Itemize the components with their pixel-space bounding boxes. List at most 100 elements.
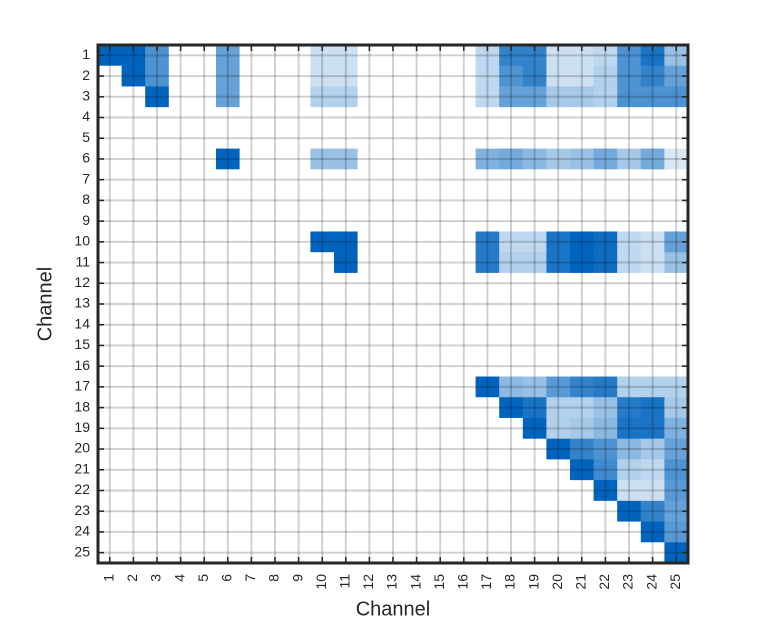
heat-cell bbox=[98, 521, 123, 543]
heat-cell bbox=[98, 542, 123, 564]
heat-cell bbox=[381, 417, 406, 440]
heat-cell bbox=[404, 500, 429, 523]
y-tick-label: 14 bbox=[74, 315, 90, 331]
heat-cell bbox=[593, 459, 618, 481]
heat-cell bbox=[499, 314, 524, 336]
heat-cell bbox=[310, 293, 335, 315]
heat-cell bbox=[192, 252, 217, 274]
x-axis-title: Channel bbox=[356, 598, 431, 620]
heat-cell bbox=[570, 355, 595, 378]
y-tick-label: 21 bbox=[74, 460, 90, 476]
heat-cell bbox=[381, 335, 406, 357]
heat-cell bbox=[617, 65, 642, 87]
heat-cell bbox=[310, 107, 335, 129]
heat-cell bbox=[310, 459, 335, 481]
heat-cell bbox=[522, 521, 547, 543]
heat-cell bbox=[286, 417, 311, 440]
heat-cell bbox=[334, 127, 359, 150]
heat-cell bbox=[357, 314, 382, 336]
heat-cell bbox=[404, 335, 429, 357]
heat-cell bbox=[664, 272, 689, 295]
heat-cell bbox=[310, 500, 335, 523]
heat-cell bbox=[98, 169, 123, 191]
heat-cell bbox=[570, 65, 595, 87]
heat-cell bbox=[310, 376, 335, 398]
heat-cell bbox=[617, 376, 642, 398]
heat-cell bbox=[617, 438, 642, 460]
heat-cell bbox=[216, 480, 241, 502]
heat-cell bbox=[617, 127, 642, 150]
heat-cell bbox=[499, 107, 524, 129]
heat-cell bbox=[239, 293, 264, 315]
heat-cell bbox=[168, 252, 193, 274]
heat-cell bbox=[617, 272, 642, 295]
heat-cell bbox=[428, 148, 453, 170]
heat-cell bbox=[499, 127, 524, 150]
heat-cell bbox=[168, 314, 193, 336]
heat-cell bbox=[239, 169, 264, 191]
heat-cell bbox=[428, 45, 453, 67]
heat-cell bbox=[593, 417, 618, 440]
heat-cell bbox=[145, 45, 170, 67]
heat-cell bbox=[168, 500, 193, 523]
x-tick-label: 5 bbox=[195, 574, 211, 582]
heat-cell bbox=[310, 231, 335, 253]
heat-cell bbox=[475, 376, 500, 398]
heat-cell bbox=[334, 335, 359, 357]
heat-cell bbox=[121, 438, 146, 460]
heat-cell bbox=[121, 45, 146, 67]
y-tick-label: 16 bbox=[74, 357, 90, 373]
heat-cell bbox=[452, 169, 477, 191]
heat-cell bbox=[428, 210, 453, 232]
heat-cell bbox=[593, 169, 618, 191]
heat-cell bbox=[640, 417, 665, 440]
y-tick-label: 12 bbox=[74, 274, 90, 290]
heat-cell bbox=[216, 107, 241, 129]
heat-cell bbox=[168, 335, 193, 357]
heat-cell bbox=[640, 355, 665, 378]
y-tick-label: 18 bbox=[74, 398, 90, 414]
heat-cell bbox=[334, 272, 359, 295]
heat-cell bbox=[381, 376, 406, 398]
heat-cell bbox=[145, 148, 170, 170]
heat-cell bbox=[522, 438, 547, 460]
heat-cell bbox=[381, 127, 406, 150]
heat-cell bbox=[216, 438, 241, 460]
heat-cell bbox=[192, 107, 217, 129]
heat-cell bbox=[617, 417, 642, 440]
heat-cell bbox=[404, 190, 429, 212]
heat-cell bbox=[404, 293, 429, 315]
heat-cell bbox=[263, 521, 288, 543]
heat-cell bbox=[664, 417, 689, 440]
heat-cell bbox=[216, 65, 241, 87]
x-tick-label: 20 bbox=[549, 574, 565, 590]
heat-cell bbox=[428, 459, 453, 481]
heat-cell bbox=[428, 417, 453, 440]
heat-cell bbox=[522, 272, 547, 295]
heat-cell bbox=[216, 500, 241, 523]
heat-cell bbox=[593, 65, 618, 87]
heat-cell bbox=[98, 107, 123, 129]
heat-cell bbox=[617, 190, 642, 212]
heat-cell bbox=[617, 169, 642, 191]
heat-cell bbox=[499, 480, 524, 502]
heat-cell bbox=[452, 335, 477, 357]
heat-cell bbox=[499, 148, 524, 170]
heat-cell bbox=[664, 107, 689, 129]
heat-cell bbox=[664, 190, 689, 212]
heat-cell bbox=[475, 148, 500, 170]
heat-cell bbox=[145, 355, 170, 378]
heat-cell bbox=[239, 480, 264, 502]
heat-cell bbox=[499, 500, 524, 523]
heat-cell bbox=[381, 148, 406, 170]
heat-cell bbox=[522, 355, 547, 378]
heat-cell bbox=[570, 500, 595, 523]
heat-cell bbox=[310, 169, 335, 191]
heat-cell bbox=[98, 252, 123, 274]
heat-cell bbox=[381, 231, 406, 253]
heat-cell bbox=[239, 314, 264, 336]
heat-cell bbox=[286, 542, 311, 564]
heat-cell bbox=[570, 335, 595, 357]
heat-cell bbox=[381, 45, 406, 67]
heat-cell bbox=[428, 293, 453, 315]
